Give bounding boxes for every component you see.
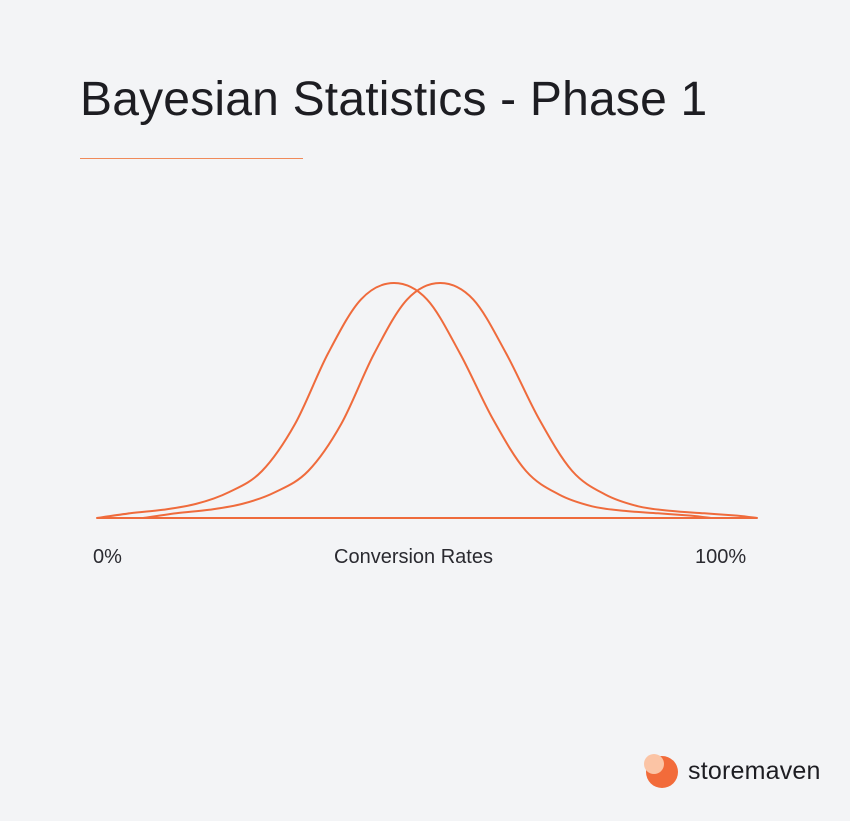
distribution-curve-2 <box>142 282 758 519</box>
x-tick-min: 0% <box>93 546 122 568</box>
x-axis-label: Conversion Rates <box>334 546 493 568</box>
distribution-curve-1 <box>96 282 712 519</box>
plot-layer <box>96 282 758 519</box>
chart-title: Bayesian Statistics - Phase 1 <box>80 73 708 126</box>
brand-logo: storemaven <box>644 753 821 789</box>
storemaven-logo-icon <box>644 754 678 788</box>
title-underline <box>80 158 303 159</box>
x-tick-max: 100% <box>695 546 747 568</box>
brand-name: storemaven <box>688 756 821 785</box>
